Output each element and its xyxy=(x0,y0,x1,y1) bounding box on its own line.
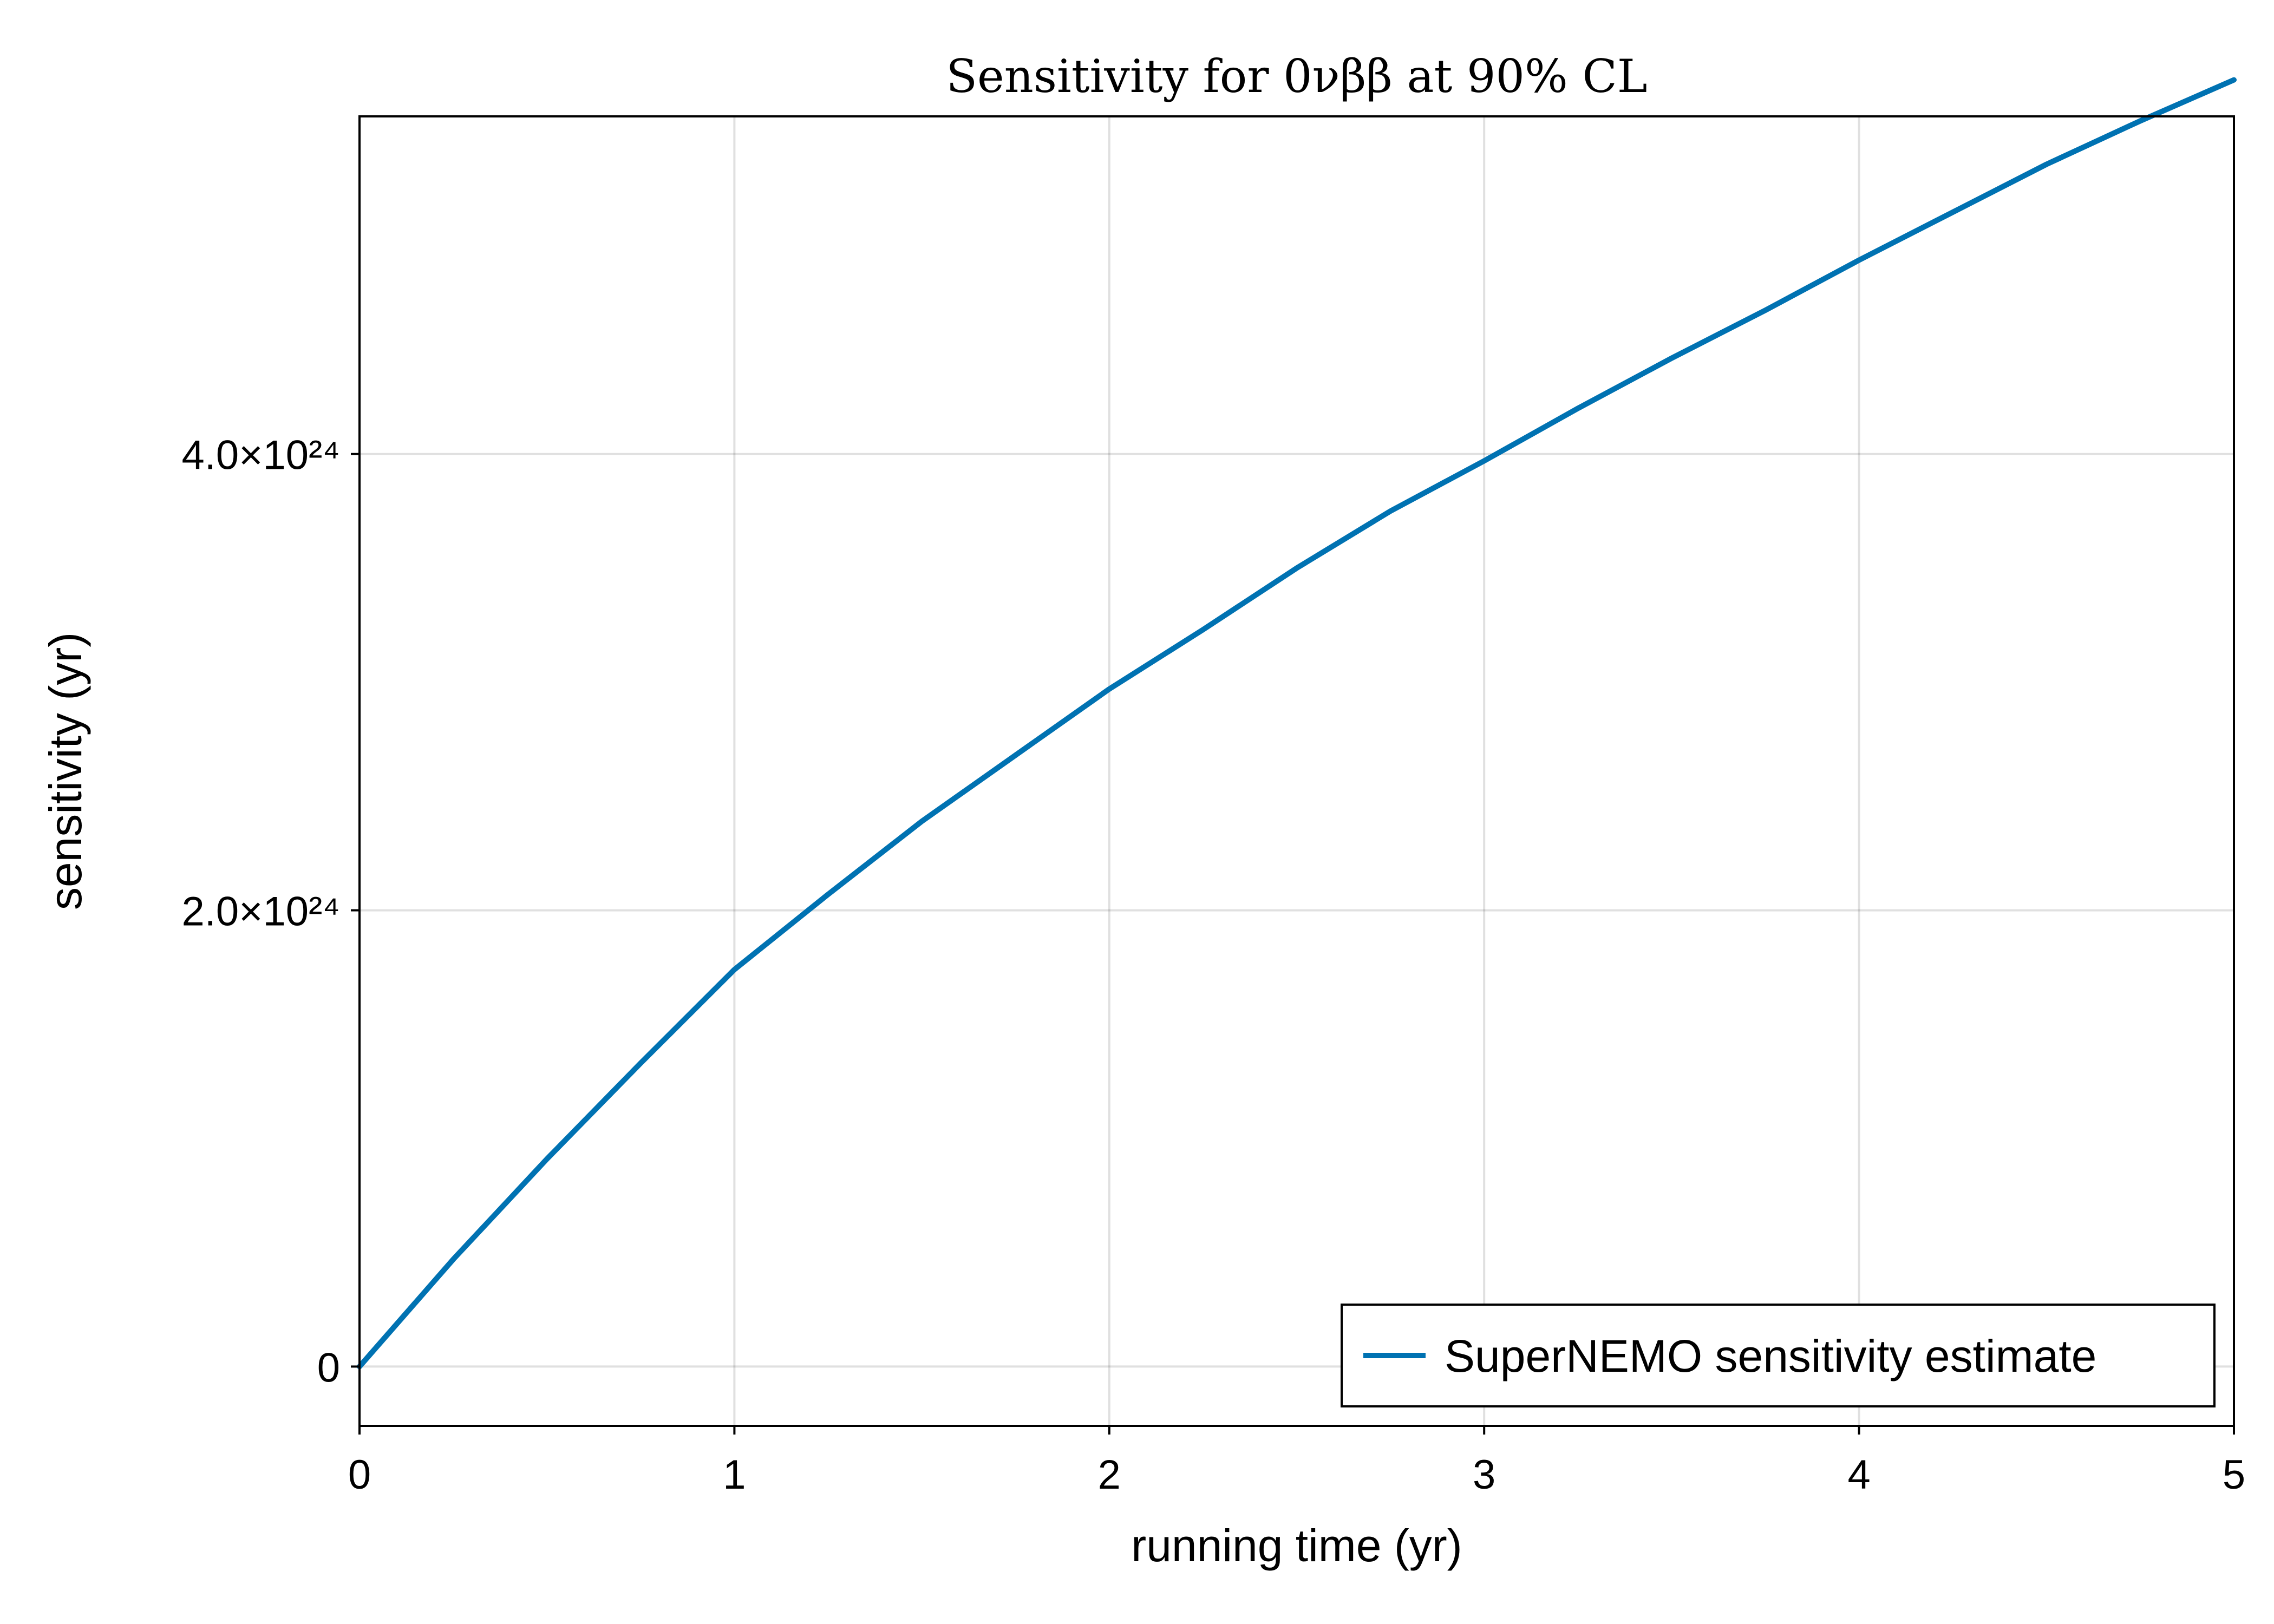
plot-frame xyxy=(358,115,2235,1427)
y-tick-label: 4.0×10²⁴ xyxy=(181,433,340,479)
x-tick-label: 4 xyxy=(1847,1452,1870,1498)
y-axis-ticks: 0 2.0×10²⁴ 4.0×10²⁴ xyxy=(181,433,360,1391)
x-tick-label: 5 xyxy=(2223,1452,2245,1498)
chart-title: Sensitivity for 0νββ at 90% CL xyxy=(946,50,1647,103)
x-tick-label: 3 xyxy=(1473,1452,1495,1498)
x-axis-label: running time (yr) xyxy=(1131,1520,1462,1571)
legend: SuperNEMO sensitivity estimate xyxy=(1341,1304,2216,1407)
legend-box xyxy=(1341,1304,2216,1407)
y-axis-label: sensitivity (yr) xyxy=(40,632,91,910)
x-tick-label: 2 xyxy=(1098,1452,1121,1498)
y-tick-label: 0 xyxy=(317,1345,340,1391)
y-tick-label: 2.0×10²⁴ xyxy=(181,889,340,935)
x-axis-ticks: 0 1 2 3 4 5 xyxy=(348,1426,2245,1498)
x-tick-label: 1 xyxy=(723,1452,746,1498)
x-tick-label: 0 xyxy=(348,1452,371,1498)
series-line xyxy=(357,77,2237,1370)
legend-label: SuperNEMO sensitivity estimate xyxy=(1445,1331,2096,1381)
plot-data xyxy=(357,77,2237,1370)
